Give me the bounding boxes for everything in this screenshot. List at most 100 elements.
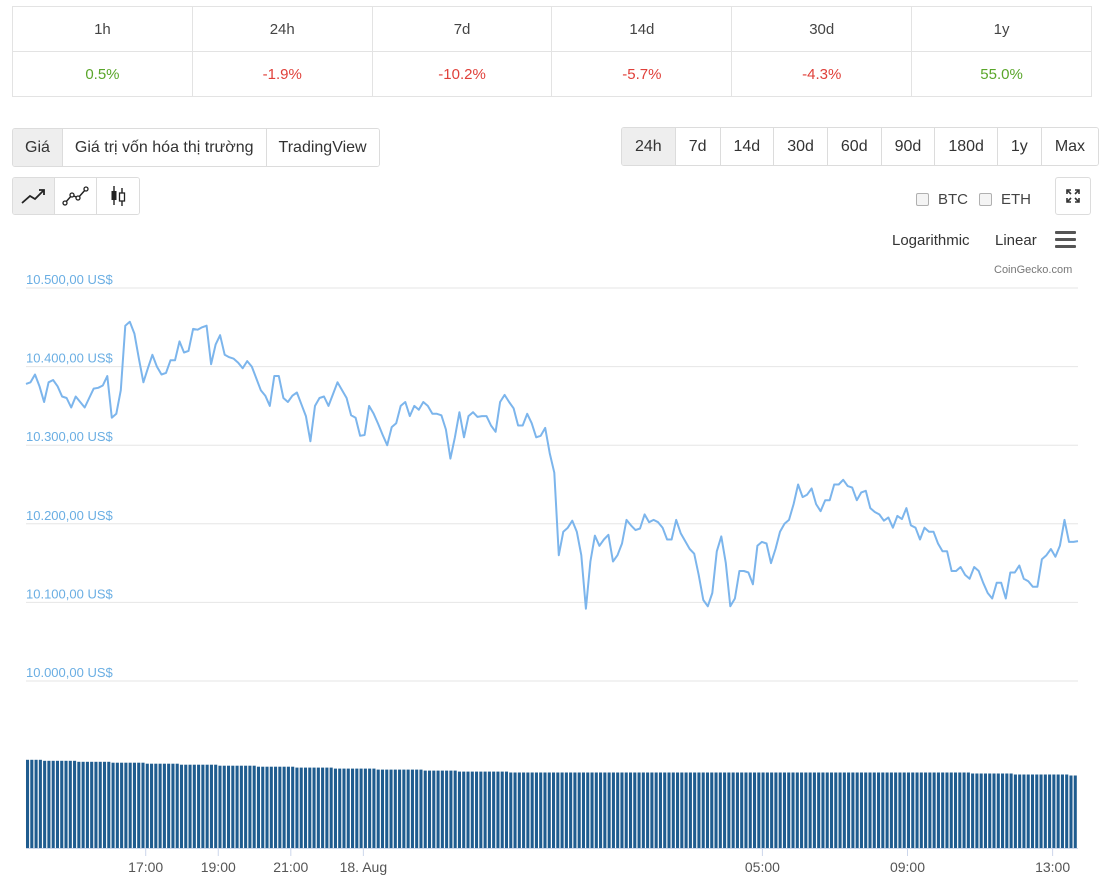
volume-bar: [244, 765, 248, 848]
volume-bar: [782, 772, 787, 848]
volume-bar: [624, 772, 628, 848]
volume-bar: [902, 772, 906, 848]
checkbox-box[interactable]: [916, 193, 929, 206]
range-tab-1y[interactable]: 1y: [997, 128, 1042, 165]
volume-bar: [744, 772, 748, 848]
chart-style-buttons: [12, 177, 140, 215]
range-tab-60d[interactable]: 60d: [827, 128, 882, 165]
volume-bar: [51, 760, 55, 848]
volume-bar: [299, 767, 303, 848]
change-table-header-row: 1h 24h 7d 14d 30d 1y: [12, 6, 1092, 52]
volume-bar: [492, 771, 496, 848]
volume-bar: [256, 766, 261, 848]
range-tab-30d[interactable]: 30d: [774, 128, 828, 165]
volume-bar: [252, 765, 256, 848]
volume-bar: [150, 763, 154, 848]
volume-bar: [470, 771, 474, 848]
volume-bar: [569, 772, 573, 848]
volume-bar: [419, 769, 423, 848]
volume-bar: [885, 772, 889, 848]
candlestick-chart-button[interactable]: [97, 178, 139, 214]
volume-bar: [817, 772, 821, 848]
change-value-30d: -4.3%: [731, 51, 913, 97]
volume-bar: [945, 772, 949, 848]
line-chart-icon: [20, 189, 45, 204]
volume-bar: [710, 772, 714, 848]
compare-btc-checkbox[interactable]: BTC: [916, 191, 968, 208]
volume-bar: [286, 766, 290, 848]
volume-bar: [881, 772, 885, 848]
volume-bar: [34, 759, 38, 848]
tab-market-cap[interactable]: Giá trị vốn hóa thị trường: [62, 129, 267, 166]
scale-logarithmic-button[interactable]: Logarithmic: [892, 232, 970, 249]
volume-bar: [1043, 774, 1047, 848]
expand-icon: [1066, 189, 1080, 203]
volume-bar: [137, 762, 141, 848]
x-tick-label: 21:00: [273, 859, 308, 875]
volume-bar: [398, 769, 402, 848]
volume-bar: [654, 772, 658, 848]
volume-bar: [697, 772, 701, 848]
volume-bar: [723, 772, 727, 848]
line-chart-button[interactable]: [13, 178, 55, 214]
range-tabs: 24h 7d 14d 30d 60d 90d 180d 1y Max: [621, 127, 1100, 166]
tab-tradingview[interactable]: TradingView: [266, 129, 379, 166]
volume-bar: [1056, 774, 1060, 848]
volume-bar: [1069, 775, 1073, 848]
volume-bar: [705, 772, 710, 848]
volume-bar: [475, 771, 479, 848]
volume-bar: [962, 772, 966, 848]
volume-bar: [98, 761, 102, 848]
compare-eth-checkbox[interactable]: ETH: [979, 191, 1031, 208]
volume-bar: [953, 772, 958, 848]
volume-bar: [637, 772, 641, 848]
volume-bar: [573, 772, 577, 848]
point-line-chart-button[interactable]: [55, 178, 97, 214]
volume-bar: [727, 772, 731, 848]
hamburger-menu-icon[interactable]: [1055, 231, 1076, 252]
volume-bar: [380, 769, 385, 848]
volume-bar: [864, 772, 868, 848]
volume-bar: [1073, 775, 1077, 848]
volume-bar: [513, 772, 517, 848]
range-tab-24h[interactable]: 24h: [622, 128, 676, 165]
volume-bar: [359, 768, 363, 848]
tab-price[interactable]: Giá: [13, 129, 63, 166]
volume-bar: [107, 761, 111, 848]
volume-bar: [975, 773, 979, 848]
range-tab-14d[interactable]: 14d: [720, 128, 775, 165]
volume-bar: [834, 772, 838, 848]
volume-bar: [517, 772, 521, 848]
checkbox-box[interactable]: [979, 193, 992, 206]
volume-bar: [774, 772, 778, 848]
volume-bar: [218, 765, 222, 848]
volume-bar: [410, 769, 414, 848]
volume-bar: [996, 773, 1000, 848]
candlestick-icon: [111, 186, 126, 206]
scale-linear-button[interactable]: Linear: [995, 232, 1037, 249]
volume-bar: [81, 761, 85, 848]
volume-bar: [120, 762, 124, 848]
volume-bar: [718, 772, 722, 848]
volume-bar: [949, 772, 953, 848]
volume-bar: [179, 764, 184, 848]
volume-bar: [701, 772, 705, 848]
range-tab-90d[interactable]: 90d: [881, 128, 936, 165]
change-table-value-row: 0.5% -1.9% -10.2% -5.7% -4.3% 55.0%: [12, 51, 1092, 97]
volume-bar: [577, 772, 581, 848]
volume-bar: [988, 773, 992, 848]
fullscreen-button[interactable]: [1055, 177, 1091, 215]
volume-bar: [115, 762, 119, 848]
volume-bar: [308, 767, 312, 848]
compare-eth-label: ETH: [1001, 191, 1031, 208]
volume-bar: [154, 763, 158, 848]
volume-bar: [102, 761, 107, 848]
volume-bar: [667, 772, 671, 848]
range-tab-max[interactable]: Max: [1041, 128, 1099, 165]
range-tab-180d[interactable]: 180d: [935, 128, 998, 165]
volume-bar: [620, 772, 624, 848]
volume-bar: [184, 764, 188, 848]
volume-bar: [453, 770, 457, 848]
range-tab-7d[interactable]: 7d: [675, 128, 721, 165]
